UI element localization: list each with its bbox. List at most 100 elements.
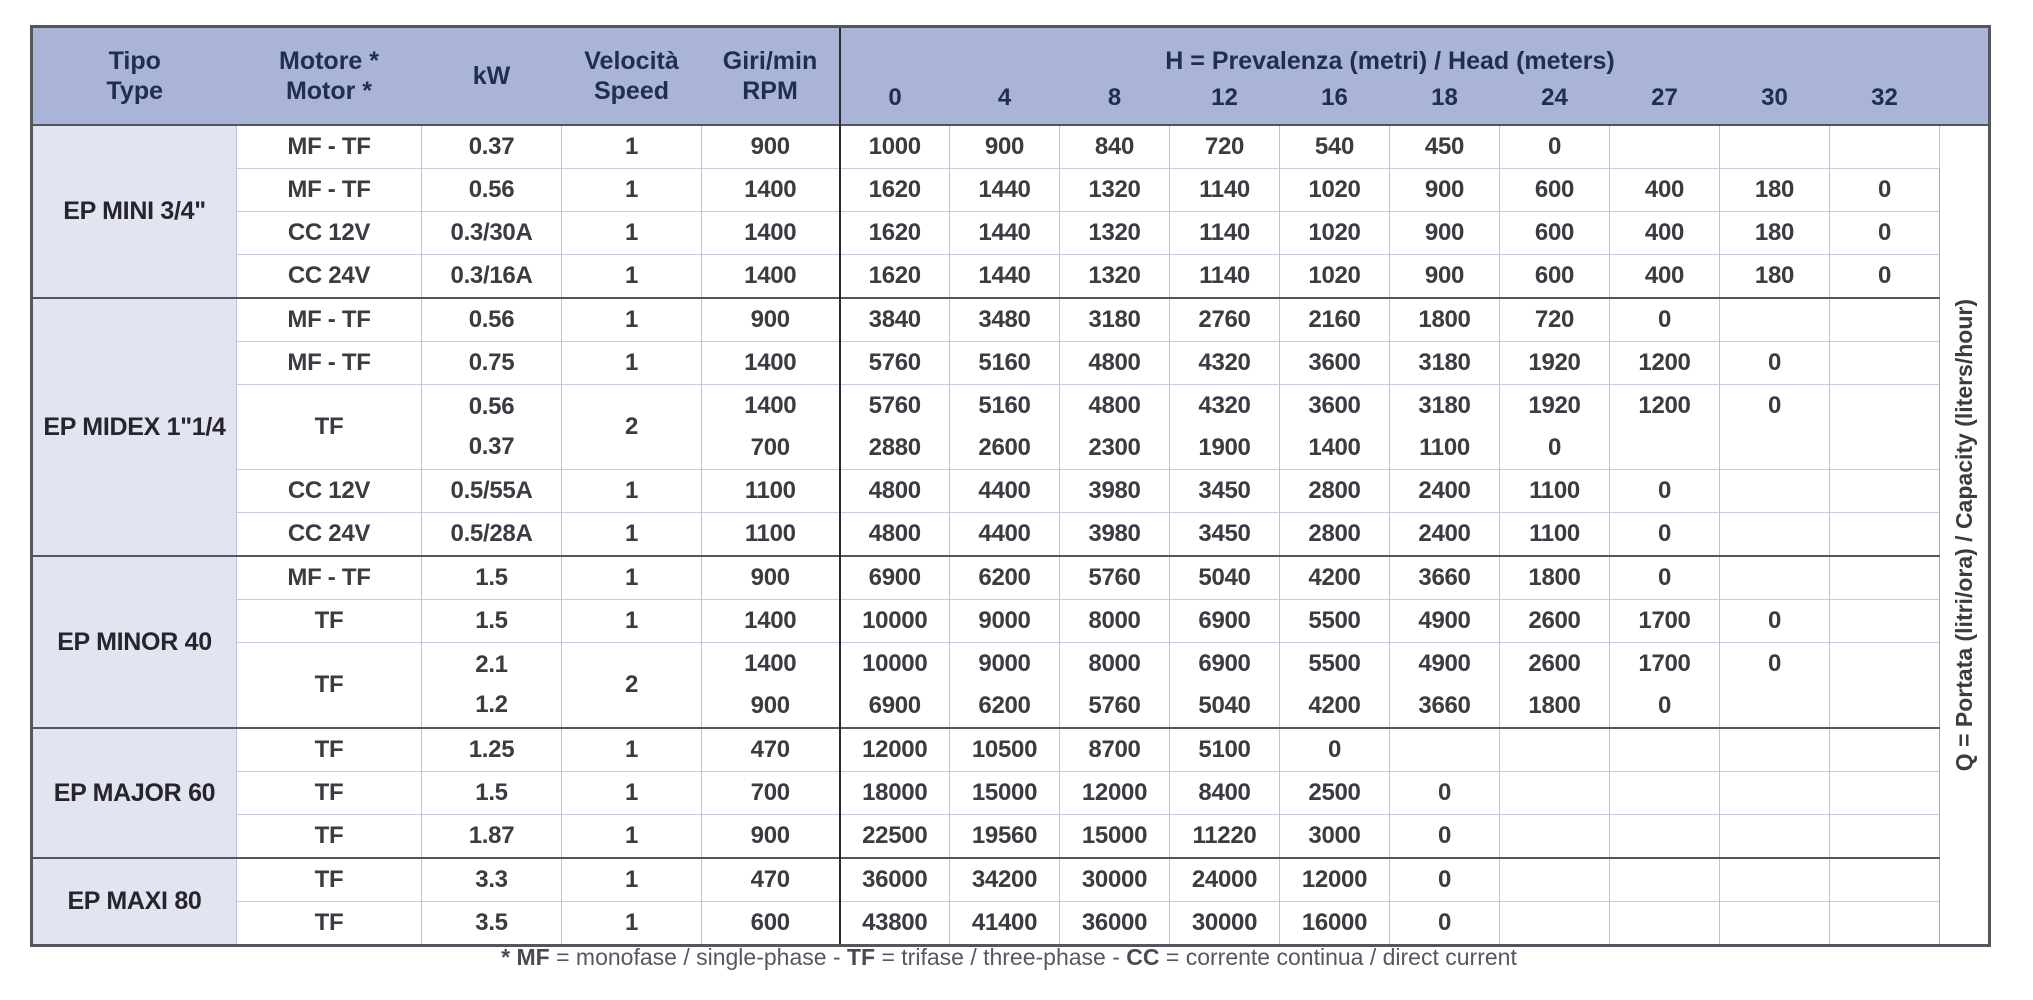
capacity-cell: 1800	[1499, 685, 1610, 728]
capacity-cell: 1700	[1609, 642, 1720, 685]
header-head-value: 27	[1609, 78, 1720, 125]
table-row: TF 3.5 1 600 43800 41400 36000 30000 16000 0	[32, 901, 1990, 946]
rpm-cell: 900	[701, 297, 840, 342]
capacity-cell: 3450	[1169, 469, 1280, 513]
q-axis-cell: Q = Portata (litri/ora) / Capacity (lite…	[1939, 124, 1990, 946]
capacity-cell	[1719, 427, 1830, 470]
pump-type-label: EP MINI 3/4"	[31, 124, 237, 298]
motor-cell: CC 24V	[236, 254, 422, 298]
capacity-cell	[1499, 901, 1610, 946]
capacity-cell: 0	[1609, 297, 1720, 342]
capacity-cell: 1140	[1169, 211, 1280, 255]
table-row: CC 24V 0.5/28A 1 1100 4800 4400 3980 3450 2800 24…	[32, 512, 1990, 556]
rpm-cell: 900	[701, 814, 840, 858]
kw-cell: 1.87	[421, 814, 562, 858]
speed-cell: 1	[561, 771, 702, 815]
footnote-segment: CC	[1126, 944, 1160, 970]
table-row: EP MINI 3/4" MF - TF 0.37 1 900 1000 900 840 720…	[31, 124, 1990, 946]
kw-cell: 0.5/55A	[421, 469, 562, 513]
rpm-cell: 1400	[701, 599, 840, 643]
header-head-value: 0	[838, 78, 950, 125]
capacity-cell: 3180	[1059, 297, 1170, 342]
capacity-cell: 1000	[838, 124, 950, 169]
capacity-cell: 1440	[949, 211, 1060, 255]
capacity-cell	[1829, 341, 1940, 385]
capacity-cell: 5160	[949, 384, 1060, 427]
capacity-cell	[1719, 814, 1830, 858]
capacity-cell	[1499, 814, 1610, 858]
capacity-cell: 30000	[1169, 901, 1280, 946]
capacity-cell: 6900	[1169, 599, 1280, 643]
table-row: EP MAXI 80 TF 3.3 1 470 36000 34200 30000 24000 1…	[31, 857, 1990, 946]
capacity-cell	[1829, 469, 1940, 513]
capacity-cell: 1800	[1499, 555, 1610, 600]
capacity-cell: 8700	[1059, 727, 1170, 772]
capacity-cell: 0	[1499, 124, 1610, 169]
speed-cell: 1	[561, 512, 702, 556]
table-row: TF 0.56 0.37 2 1400 5760 5160 4800 4320 3600 3180 1…	[32, 384, 1990, 470]
capacity-cell	[1719, 685, 1830, 728]
capacity-cell: 11220	[1169, 814, 1280, 858]
capacity-cell: 1100	[1389, 427, 1500, 470]
rpm-cell: 1100	[701, 469, 840, 513]
speed-cell: 1	[561, 469, 702, 513]
header-head-value: 16	[1279, 78, 1390, 125]
capacity-cell: 15000	[1059, 814, 1170, 858]
speed-cell: 1	[561, 599, 702, 643]
capacity-cell	[1829, 642, 1940, 685]
capacity-cell: 2300	[1059, 427, 1170, 470]
capacity-cell: 1440	[949, 254, 1060, 298]
capacity-cell: 6900	[1169, 642, 1280, 685]
header-head-value: 4	[949, 78, 1060, 125]
capacity-cell: 8000	[1059, 642, 1170, 685]
pump-type-label: EP MAXI 80	[31, 857, 237, 946]
capacity-cell: 5760	[838, 341, 950, 385]
capacity-cell	[1829, 297, 1940, 342]
capacity-cell: 0	[1829, 168, 1940, 212]
header-velocita-line2: Speed	[593, 77, 670, 105]
header-kw: kW	[421, 26, 562, 125]
capacity-cell	[1389, 727, 1500, 772]
kw-cell: 0.56	[421, 297, 562, 342]
capacity-cell: 600	[1499, 168, 1610, 212]
capacity-cell: 4200	[1279, 685, 1390, 728]
capacity-cell: 4400	[949, 469, 1060, 513]
table-row: MF - TF 0.75 1 1400 5760 5160 4800 4320 3600 3180…	[32, 341, 1990, 385]
capacity-cell: 10500	[949, 727, 1060, 772]
capacity-cell: 8000	[1059, 599, 1170, 643]
kw-cell: 1.5	[421, 599, 562, 643]
capacity-cell: 1020	[1279, 211, 1390, 255]
table-row: CC 12V 0.3/30A 1 1400 1620 1440 1320 1140 1020 90…	[32, 211, 1990, 255]
motor-cell: CC 24V	[236, 512, 422, 556]
capacity-cell: 3840	[838, 297, 950, 342]
rpm-cell: 1100	[701, 512, 840, 556]
kw-value: 0.56	[468, 393, 515, 420]
kw-cell: 0.75	[421, 341, 562, 385]
motor-cell: TF	[236, 771, 422, 815]
header-rpm-line2: RPM	[742, 77, 798, 105]
table-row: 700 2880 2600 2300 1900 1400 1100 0	[32, 427, 1990, 470]
capacity-cell: 2800	[1279, 512, 1390, 556]
motor-cell: TF	[236, 857, 422, 902]
capacity-cell: 0	[1389, 901, 1500, 946]
rpm-cell: 900	[701, 555, 840, 600]
capacity-cell: 2600	[1499, 642, 1610, 685]
capacity-cell: 0	[1499, 427, 1610, 470]
capacity-cell	[1719, 857, 1830, 902]
capacity-cell: 0	[1279, 727, 1390, 772]
capacity-cell: 0	[1829, 211, 1940, 255]
q-axis-label: Q = Portata (litri/ora) / Capacity (lite…	[1951, 299, 1978, 771]
speed-cell: 1	[561, 168, 702, 212]
capacity-cell: 5500	[1279, 642, 1390, 685]
capacity-cell: 1200	[1609, 384, 1720, 427]
header-tipo-line1: Tipo	[108, 47, 161, 75]
capacity-cell: 400	[1609, 211, 1720, 255]
capacity-cell: 3660	[1389, 685, 1500, 728]
capacity-cell	[1499, 771, 1610, 815]
capacity-cell: 2600	[949, 427, 1060, 470]
capacity-cell: 2600	[1499, 599, 1610, 643]
header-head-value: 18	[1389, 78, 1500, 125]
speed-cell: 1	[561, 814, 702, 858]
speed-cell: 1	[561, 727, 702, 772]
